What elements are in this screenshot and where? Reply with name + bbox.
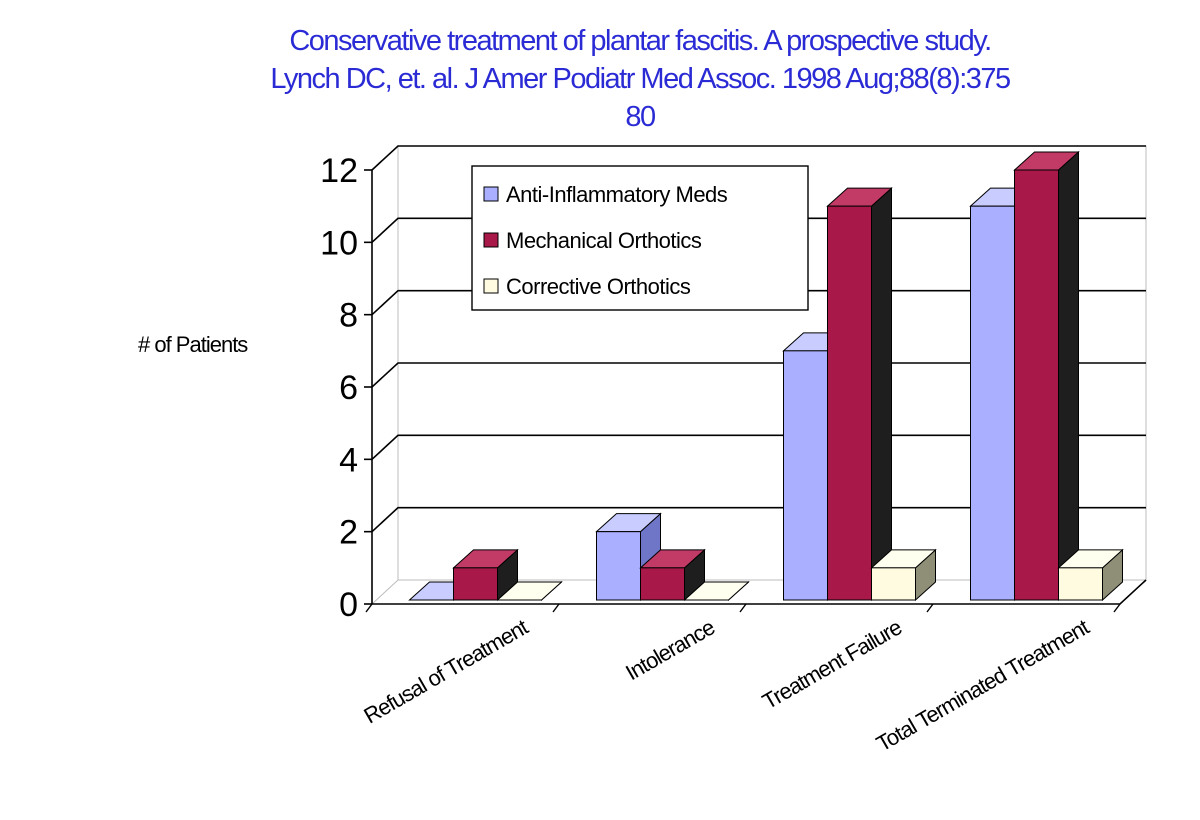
bar-front <box>783 350 828 601</box>
bar <box>826 187 893 602</box>
bar-front <box>453 567 498 601</box>
gridline <box>371 217 1146 243</box>
gridline <box>371 289 1146 316</box>
y-tick-label: 0 <box>339 586 358 624</box>
chart-bars <box>408 150 1124 602</box>
y-axis-label: # of Patients <box>138 332 248 357</box>
bar <box>1013 150 1080 602</box>
x-tick-mark <box>926 603 934 613</box>
x-category-labels: Refusal of Treatment Intolerance Treatment… <box>359 614 1093 756</box>
bar-front <box>596 531 641 601</box>
chart-title-line-2: Lynch DC, et. al. J Amer Podiatr Med Ass… <box>270 63 1011 95</box>
x-category-label: Total Terminated Treatment <box>872 614 1093 756</box>
legend-item: Mechanical Orthotics <box>483 228 702 253</box>
legend-swatch <box>483 186 499 202</box>
legend-swatch <box>483 232 499 248</box>
chart-gridlines <box>371 145 1146 533</box>
legend-swatch <box>483 278 499 294</box>
legend-label: Anti-Inflammatory Meds <box>506 182 728 207</box>
y-tick-label: 4 <box>339 441 358 479</box>
bar <box>683 580 750 602</box>
x-category-label: Refusal of Treatment <box>359 614 532 728</box>
legend-item: Corrective Orthotics <box>483 274 691 299</box>
legend-item: Anti-Inflammatory Meds <box>483 182 728 207</box>
gridline <box>371 362 1146 388</box>
chart-title: Conservative treatment of plantar fascit… <box>0 22 1200 136</box>
y-tick-label: 12 <box>320 152 358 190</box>
chart-axes <box>364 169 1147 613</box>
chart-title-line-3: 80 <box>625 101 656 133</box>
bar <box>496 580 563 602</box>
bar <box>639 548 706 602</box>
x-tick-mark <box>552 603 560 613</box>
y-tick-label: 8 <box>339 297 358 335</box>
bar <box>1057 548 1124 602</box>
x-tick-mark <box>365 603 373 613</box>
bar-front <box>640 567 685 601</box>
chart-legend: Anti-Inflammatory Meds Mechanical Orthoti… <box>471 165 809 311</box>
x-tick-mark <box>739 603 747 613</box>
y-tick-label: 6 <box>339 369 358 407</box>
gridline <box>371 506 1146 533</box>
x-category-label: Treatment Failure <box>758 614 906 714</box>
gridline <box>371 145 1146 171</box>
bar <box>870 548 937 602</box>
legend-box <box>471 165 809 311</box>
bar-side <box>1058 150 1079 602</box>
y-tick-label: 10 <box>320 224 358 262</box>
bar-front <box>871 567 916 601</box>
bar-side <box>871 187 892 602</box>
bar-front <box>970 205 1015 601</box>
chart-title-line-1: Conservative treatment of plantar fascit… <box>289 25 992 57</box>
bar-top <box>683 581 750 601</box>
bar <box>452 548 519 602</box>
bar-front <box>1058 567 1103 601</box>
y-tick-labels: 0 2 4 6 8 10 12 <box>320 152 358 624</box>
gridline <box>371 434 1146 460</box>
legend-label: Mechanical Orthotics <box>506 228 702 253</box>
legend-label: Corrective Orthotics <box>506 274 691 299</box>
bar-top <box>496 581 563 601</box>
x-category-label: Intolerance <box>621 614 719 685</box>
bar-front <box>827 205 872 601</box>
bar-front <box>1014 169 1059 601</box>
y-tick-label: 2 <box>339 514 358 552</box>
x-tick-mark <box>1113 603 1121 613</box>
